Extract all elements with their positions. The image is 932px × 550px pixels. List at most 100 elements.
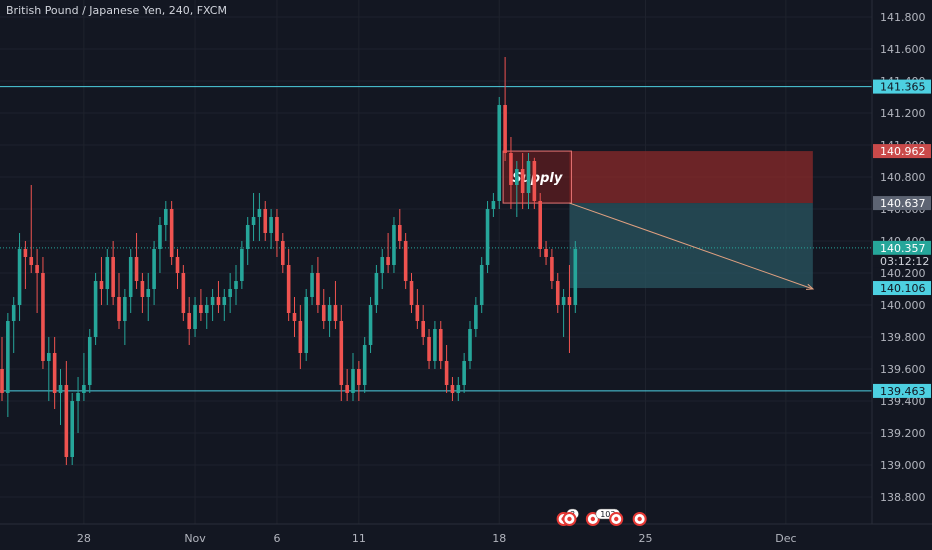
- candle-body: [573, 249, 578, 305]
- candle-body: [304, 297, 308, 353]
- candle-body: [187, 313, 191, 329]
- candle-body: [181, 273, 186, 313]
- candle-body: [444, 361, 449, 385]
- candle-body: [555, 281, 560, 305]
- candle-body: [374, 273, 379, 305]
- price-tag: [873, 383, 931, 398]
- candle-body: [292, 313, 297, 321]
- candle-body: [509, 153, 513, 185]
- candle-body: [339, 321, 344, 385]
- y-tick-label: 141.800: [880, 11, 926, 24]
- y-tick-label: 139.600: [880, 363, 926, 376]
- candle-body: [93, 281, 98, 337]
- candle-body: [380, 257, 385, 273]
- candle-body: [35, 265, 39, 273]
- price-tag-label: 140.962: [880, 145, 926, 158]
- candle-body: [269, 217, 273, 233]
- candle-body: [105, 257, 110, 289]
- price-tag-label: 140.106: [880, 282, 926, 295]
- event-marker-badge-label: 103: [600, 510, 615, 519]
- y-tick-label: 141.600: [880, 43, 926, 56]
- candle-body: [6, 321, 10, 393]
- event-marker-dot: [590, 516, 596, 522]
- candle-body: [204, 305, 209, 313]
- candle-body: [58, 385, 63, 393]
- candle-body: [362, 345, 367, 385]
- candle-body: [193, 305, 197, 329]
- candle-body: [87, 337, 92, 385]
- candle-body: [128, 257, 133, 297]
- y-tick-label: 139.000: [880, 459, 926, 472]
- candle-body: [146, 289, 151, 297]
- candle-body: [199, 305, 203, 313]
- supply-zone-label: Supply: [512, 171, 563, 186]
- candle-body: [520, 169, 525, 193]
- chart-title: British Pound / Japanese Yen, 240, FXCM: [6, 4, 227, 17]
- candle-body: [111, 257, 115, 297]
- x-tick-label: 11: [352, 532, 366, 545]
- candle-body: [216, 297, 221, 305]
- candle-body: [526, 161, 531, 193]
- candle-body: [456, 385, 461, 393]
- candle-body: [245, 225, 250, 249]
- projection-arrow: [569, 202, 814, 290]
- candle-body: [41, 273, 45, 361]
- y-tick-label: 141.200: [880, 107, 926, 120]
- price-tag-label: 140.637: [880, 197, 926, 210]
- candle-body: [333, 305, 338, 321]
- candle-body: [99, 281, 104, 289]
- stop-loss-zone: [569, 151, 813, 204]
- supply-zone: [502, 150, 572, 204]
- candle-body: [222, 297, 227, 305]
- candle-body: [409, 281, 414, 305]
- candle-body: [357, 369, 361, 385]
- x-tick-label: 18: [492, 532, 506, 545]
- candle-body: [251, 217, 256, 225]
- x-tick-label: Dec: [775, 532, 796, 545]
- candle-body: [76, 393, 80, 401]
- candle-body: [240, 249, 244, 281]
- event-marker-dot: [567, 516, 572, 522]
- candle-body: [532, 161, 537, 201]
- price-tag-label: 140.357: [880, 242, 926, 255]
- candle-body: [298, 321, 303, 353]
- candle-body: [134, 257, 139, 281]
- x-tick-label: 25: [639, 532, 653, 545]
- y-tick-label: 138.800: [880, 491, 926, 504]
- candle-body: [257, 209, 262, 217]
- candle-body: [158, 225, 162, 249]
- candle-body: [23, 249, 28, 257]
- candle-body: [228, 289, 232, 297]
- candle-body: [210, 297, 215, 305]
- candle-body: [503, 105, 507, 153]
- candle-body: [52, 353, 57, 393]
- candle-body: [368, 305, 373, 345]
- candle-body: [164, 209, 168, 225]
- candle-body: [286, 265, 291, 313]
- candle-body: [82, 385, 86, 393]
- candle-body: [175, 257, 180, 273]
- price-tag: [873, 281, 931, 296]
- candle-body: [17, 249, 22, 305]
- candle-body: [345, 385, 349, 393]
- price-tag: [873, 144, 931, 159]
- candle-body: [117, 297, 121, 321]
- candle-body: [398, 225, 402, 241]
- candle-body: [0, 369, 4, 393]
- candle-body: [427, 337, 431, 361]
- y-tick-label: 140.000: [880, 299, 926, 312]
- candle-body: [567, 297, 572, 305]
- candle-body: [561, 297, 566, 305]
- candle-body: [479, 265, 484, 305]
- candle-body: [169, 209, 174, 257]
- price-tag: [873, 196, 931, 211]
- candle-body: [29, 257, 34, 265]
- candle-body: [351, 369, 355, 393]
- candle-body: [47, 353, 51, 361]
- candle-body: [386, 257, 390, 265]
- y-tick-label: 140.200: [880, 267, 926, 280]
- candle-body: [310, 273, 314, 297]
- price-tag: [873, 240, 931, 255]
